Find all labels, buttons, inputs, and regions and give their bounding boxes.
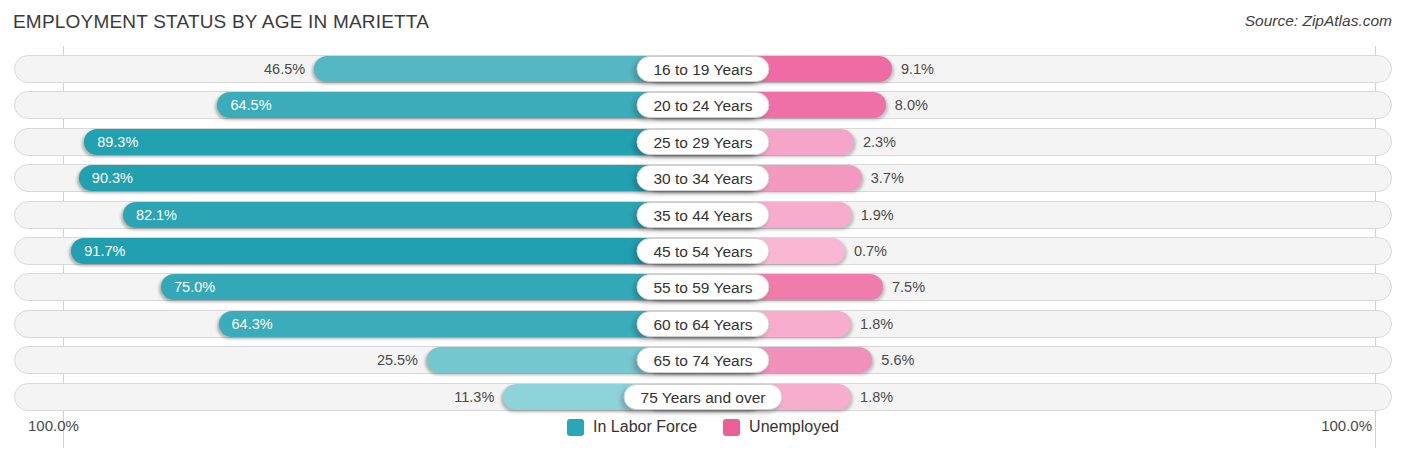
unemployed-value-label: 9.1% bbox=[901, 56, 934, 82]
bar-row: 75.0% 7.5% 55 to 59 Years bbox=[14, 273, 1392, 301]
unemployed-value-label: 0.7% bbox=[854, 238, 887, 264]
labor-force-value-label: 25.5% bbox=[377, 347, 418, 373]
labor-force-value-label: 46.5% bbox=[264, 56, 305, 82]
axis-label-right: 100.0% bbox=[1321, 417, 1372, 434]
labor-force-value-label: 11.3% bbox=[454, 384, 494, 410]
labor-force-value-label: 89.3% bbox=[97, 129, 138, 155]
legend-label-labor-force: In Labor Force bbox=[593, 418, 697, 436]
bar-row: 89.3% 2.3% 25 to 29 Years bbox=[14, 128, 1392, 156]
bar-row: 11.3% 1.8% 75 Years and over bbox=[14, 383, 1392, 411]
employment-status-chart: EMPLOYMENT STATUS BY AGE IN MARIETTA Sou… bbox=[0, 0, 1406, 451]
bar-row: 25.5% 5.6% 65 to 74 Years bbox=[14, 346, 1392, 374]
age-group-pill: 60 to 64 Years bbox=[636, 311, 769, 337]
legend-item-unemployed: Unemployed bbox=[723, 418, 839, 436]
age-group-pill: 20 to 24 Years bbox=[636, 92, 769, 118]
bar-row: 91.7% 0.7% 45 to 54 Years bbox=[14, 237, 1392, 265]
labor-force-value-label: 64.3% bbox=[232, 311, 273, 337]
age-group-pill: 16 to 19 Years bbox=[636, 56, 769, 82]
bar-row: 64.3% 1.8% 60 to 64 Years bbox=[14, 310, 1392, 338]
unemployed-value-label: 1.8% bbox=[860, 311, 893, 337]
age-group-pill: 25 to 29 Years bbox=[636, 129, 769, 155]
bar-row: 82.1% 1.9% 35 to 44 Years bbox=[14, 201, 1392, 229]
source-attribution: Source: ZipAtlas.com bbox=[1245, 12, 1392, 30]
labor-force-value-label: 82.1% bbox=[136, 202, 177, 228]
unemployed-value-label: 3.7% bbox=[871, 165, 904, 191]
bar-row: 64.5% 8.0% 20 to 24 Years bbox=[14, 91, 1392, 119]
bar-row: 46.5% 9.1% 16 to 19 Years bbox=[14, 55, 1392, 83]
chart-title: EMPLOYMENT STATUS BY AGE IN MARIETTA bbox=[13, 11, 429, 33]
legend-label-unemployed: Unemployed bbox=[749, 418, 839, 436]
labor-force-value-label: 64.5% bbox=[230, 92, 271, 118]
legend-item-labor-force: In Labor Force bbox=[567, 418, 697, 436]
labor-force-value-label: 90.3% bbox=[92, 165, 133, 191]
labor-force-value-label: 91.7% bbox=[84, 238, 125, 264]
labor-force-swatch-icon bbox=[567, 419, 584, 436]
age-group-pill: 75 Years and over bbox=[624, 384, 783, 410]
legend: In Labor Force Unemployed bbox=[0, 414, 1406, 440]
age-group-pill: 65 to 74 Years bbox=[636, 347, 769, 373]
bar-row: 90.3% 3.7% 30 to 34 Years bbox=[14, 164, 1392, 192]
age-group-pill: 30 to 34 Years bbox=[636, 165, 769, 191]
unemployed-value-label: 2.3% bbox=[863, 129, 896, 155]
axis-label-left: 100.0% bbox=[28, 417, 79, 434]
unemployed-value-label: 1.9% bbox=[861, 202, 894, 228]
age-group-pill: 55 to 59 Years bbox=[636, 274, 769, 300]
age-group-pill: 35 to 44 Years bbox=[636, 202, 769, 228]
unemployed-value-label: 5.6% bbox=[881, 347, 914, 373]
unemployed-value-label: 1.8% bbox=[860, 384, 893, 410]
unemployed-value-label: 7.5% bbox=[892, 274, 925, 300]
labor-force-value-label: 75.0% bbox=[174, 274, 215, 300]
age-group-pill: 45 to 54 Years bbox=[636, 238, 769, 264]
unemployed-swatch-icon bbox=[723, 419, 740, 436]
unemployed-value-label: 8.0% bbox=[895, 92, 928, 118]
bar-rows: 46.5% 9.1% 16 to 19 Years 64.5% 8.0% 20 to 24… bbox=[14, 55, 1392, 411]
